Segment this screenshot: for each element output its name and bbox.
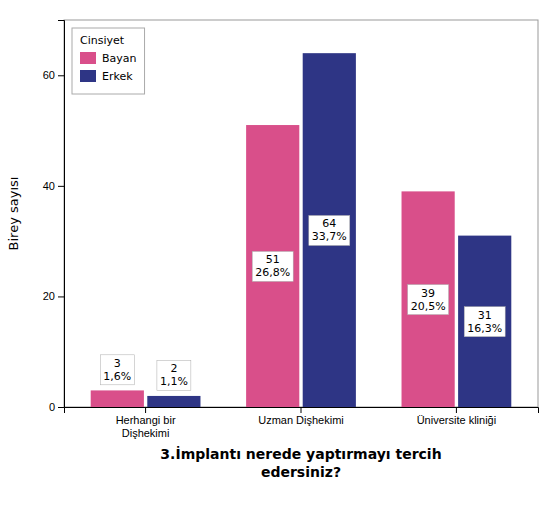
x-tick-mark bbox=[456, 407, 457, 413]
y-tick-mark bbox=[58, 186, 64, 187]
y-tick: 0 bbox=[49, 401, 64, 413]
x-tick-label: Uzman Dişhekimi bbox=[258, 414, 344, 426]
data-labels: 31,6% 5126,8% 3920,5% 21,1% 6433,7% 3116,3% bbox=[100, 215, 505, 390]
legend-frame bbox=[72, 28, 145, 94]
y-axis: 0 20 40 60 bbox=[43, 21, 65, 414]
plot: 0 20 40 60 Herhangi birDişhekimi Uzman Dişhek… bbox=[43, 20, 539, 439]
legend-label: Bayan bbox=[102, 52, 137, 65]
data-label-group: 21,1% bbox=[157, 360, 191, 390]
legend-swatch bbox=[80, 70, 96, 82]
y-tick-label: 60 bbox=[43, 69, 55, 81]
data-label: 5126,8% bbox=[255, 253, 290, 279]
data-label-box bbox=[408, 285, 449, 315]
x-tick: Uzman Dişhekimi bbox=[258, 407, 344, 426]
y-tick: 60 bbox=[43, 69, 64, 81]
chart-svg: 0 20 40 60 Herhangi birDişhekimi Uzman Dişhek… bbox=[0, 0, 558, 507]
y-axis-line bbox=[58, 21, 65, 408]
plot-frame bbox=[64, 20, 538, 407]
data-label-group: 5126,8% bbox=[252, 251, 293, 281]
data-label-group: 3920,5% bbox=[408, 285, 449, 315]
bar bbox=[147, 396, 200, 407]
bars bbox=[91, 53, 512, 407]
data-label-box bbox=[464, 307, 505, 337]
data-label: 21,1% bbox=[160, 362, 188, 388]
x-axis: Herhangi birDişhekimi Uzman Dişhekimi Üniv… bbox=[65, 407, 539, 439]
y-tick: 40 bbox=[43, 180, 64, 192]
y-tick-label: 20 bbox=[43, 290, 55, 302]
bar bbox=[246, 125, 299, 407]
y-axis-title: Birey sayısı bbox=[6, 177, 21, 251]
data-label-box bbox=[157, 360, 191, 390]
data-label-box bbox=[100, 355, 134, 385]
bar bbox=[402, 191, 455, 407]
data-label-box bbox=[252, 251, 293, 281]
x-tick: Üniversite kliniği bbox=[417, 407, 496, 426]
legend: Cinsiyet Bayan Erkek bbox=[72, 28, 145, 94]
x-tick: Herhangi birDişhekimi bbox=[116, 407, 176, 439]
x-tick-label: Üniversite kliniği bbox=[417, 414, 496, 426]
x-axis-line bbox=[65, 408, 539, 414]
bar bbox=[458, 236, 511, 407]
legend-label: Erkek bbox=[102, 70, 133, 83]
y-tick-mark bbox=[58, 75, 64, 76]
x-tick-mark bbox=[145, 407, 146, 413]
data-label: 6433,7% bbox=[312, 217, 347, 243]
data-label: 3116,3% bbox=[467, 309, 502, 335]
x-tick-label: Herhangi birDişhekimi bbox=[116, 414, 176, 439]
y-tick-label: 0 bbox=[49, 401, 55, 413]
bar bbox=[91, 390, 144, 407]
data-label-group: 31,6% bbox=[100, 355, 134, 385]
y-tick-label: 40 bbox=[43, 180, 55, 192]
data-label: 3920,5% bbox=[411, 287, 446, 313]
data-label-group: 6433,7% bbox=[309, 215, 350, 245]
y-tick: 20 bbox=[43, 290, 64, 302]
data-label-group: 3116,3% bbox=[464, 307, 505, 337]
x-axis-title: 3.İmplantı nerede yaptırmayı terciheders… bbox=[160, 446, 441, 480]
legend-title: Cinsiyet bbox=[80, 34, 125, 47]
y-tick-mark bbox=[58, 407, 64, 408]
legend-swatch bbox=[80, 52, 96, 64]
data-label-box bbox=[309, 215, 350, 245]
x-tick-mark bbox=[301, 407, 302, 413]
data-label: 31,6% bbox=[103, 357, 131, 383]
bar bbox=[303, 53, 356, 407]
y-tick-mark bbox=[58, 296, 64, 297]
